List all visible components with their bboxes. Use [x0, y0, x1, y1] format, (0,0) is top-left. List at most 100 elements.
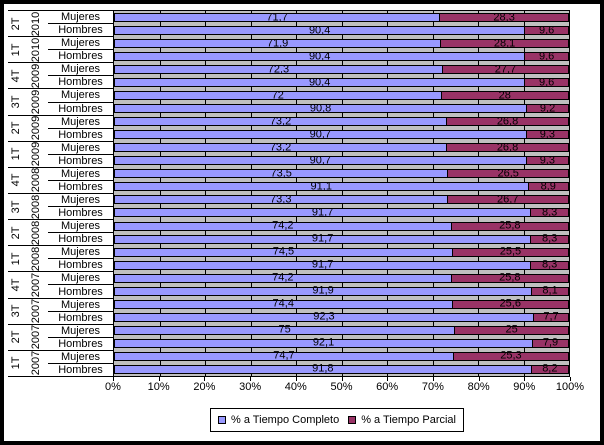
quarter-cell: 1T: [8, 246, 24, 271]
data-label-completo: 74,7: [273, 349, 295, 362]
bar-segment-completo: 73,2: [114, 141, 448, 154]
gender-label: Mujeres: [48, 220, 113, 234]
data-label-parcial: 26,7: [497, 193, 519, 206]
gender-label: Hombres: [58, 285, 103, 298]
legend-label: % a Tiempo Completo: [231, 414, 340, 426]
bar-segment-parcial: 26,7: [446, 193, 569, 206]
year-cell: 2007: [24, 272, 48, 297]
data-label-parcial: 26,5: [497, 167, 519, 180]
data-label-parcial: 28,1: [493, 37, 516, 50]
gender-label: Mujeres: [48, 351, 113, 364]
bar-segment-completo: 90,7: [114, 154, 527, 167]
stacked-bar: 72,3 27,7: [114, 64, 569, 75]
data-label-completo: 73,2: [269, 141, 292, 154]
bar-segment-completo: 72: [114, 90, 442, 101]
bar-segment-parcial: 8,3: [530, 207, 569, 218]
data-label-completo: 90,4: [308, 76, 331, 89]
data-label-parcial: 7,9: [542, 336, 559, 349]
bar-segment-completo: 72,3: [114, 64, 443, 75]
bar-rows: 71,7 28,3 90,4 9,6 71,9 28,1 90,4 9,6 72,3 27,7 90…: [114, 11, 569, 376]
stacked-bar: 74,5 25,5: [114, 245, 569, 258]
year-cell: 2010: [24, 37, 48, 62]
data-label-parcial: 9,6: [539, 76, 555, 89]
quarter-label: 1T: [10, 43, 22, 57]
quarter-label: 4T: [10, 173, 22, 187]
axis-group: 4T 2007 Mujeres Hombres: [8, 272, 113, 299]
bar-row: 90,7 9,3: [114, 154, 569, 167]
data-label-parcial: 9,6: [539, 50, 555, 63]
year-cell: 2008: [24, 246, 48, 271]
gridline: [296, 11, 297, 376]
quarter-cell: 2T: [8, 220, 24, 245]
data-label-completo: 75: [278, 323, 291, 336]
bar-segment-parcial: 28,1: [440, 37, 569, 50]
bar-segment-completo: 74,2: [114, 220, 452, 231]
axis-group: 1T 2009 Mujeres Hombres: [8, 142, 113, 168]
stacked-bar: 91,9 8,1: [114, 284, 569, 297]
bar-segment-parcial: 9,3: [525, 154, 569, 167]
bar-row: 74,5 25,5: [114, 246, 569, 259]
bar-segment-parcial: 9,6: [524, 50, 569, 63]
data-label-completo: 90,4: [308, 24, 331, 37]
quarter-label: 3T: [10, 200, 22, 213]
category-axis: 2T 2010 Mujeres Hombres 1T 2010 Mujeres Hombres…: [8, 10, 113, 377]
bar-segment-completo: 92,3: [114, 310, 534, 323]
year-label: 2009: [30, 115, 42, 141]
data-label-completo: 91,9: [312, 284, 334, 297]
bar-segment-parcial: 9,2: [526, 102, 569, 115]
data-label-parcial: 25,5: [499, 245, 522, 258]
quarter-label: 1T: [10, 252, 22, 266]
data-label-completo: 90,7: [309, 128, 332, 141]
stacked-bar: 71,9 28,1: [114, 37, 569, 50]
year-label: 2008: [30, 220, 42, 245]
quarter-label: 3T: [10, 95, 22, 109]
year-label: 2009: [30, 89, 42, 115]
quarter-cell: 4T: [8, 272, 24, 297]
bar-row: 71,7 28,3: [114, 11, 569, 24]
data-label-completo: 90,8: [309, 102, 332, 115]
data-label-completo: 90,7: [309, 154, 332, 167]
data-label-parcial: 8,1: [542, 284, 558, 297]
gridline: [478, 11, 479, 376]
gridline: [523, 11, 525, 376]
bar-row: 73,3 26,7: [114, 193, 569, 206]
quarter-cell: 3T: [8, 299, 24, 324]
bar-segment-parcial: 26,8: [446, 116, 569, 127]
stacked-bar: 73,3 26,7: [114, 193, 569, 206]
data-label-parcial: 25,6: [499, 297, 521, 310]
bar-row: 90,4 9,6: [114, 24, 569, 37]
legend-marker: [218, 416, 226, 424]
x-tick-label: 20%: [193, 381, 216, 393]
x-tick-mark: [387, 377, 389, 381]
year-label: 2007: [30, 351, 42, 376]
gender-label: Hombres: [58, 76, 103, 89]
bar-segment-parcial: 9,3: [525, 129, 569, 140]
stacked-bar: 74,7 25,3: [114, 349, 569, 362]
bar-segment-completo: 92,1: [114, 337, 534, 348]
bar-segment-completo: 91,7: [114, 233, 532, 244]
data-label-parcial: 9,2: [539, 102, 556, 115]
axis-group: 2T 2008 Mujeres Hombres: [8, 220, 113, 247]
year-label: 2010: [30, 37, 42, 62]
stacked-bar: 90,4 9,6: [114, 24, 569, 37]
quarter-label: 3T: [10, 304, 22, 318]
data-label-parcial: 9,3: [539, 154, 555, 167]
axis-group: 4T 2009 Mujeres Hombres: [8, 63, 113, 90]
quarter-label: 2T: [10, 121, 22, 135]
bar-row: 74,7 25,3: [114, 350, 569, 363]
gender-label: Mujeres: [48, 325, 113, 338]
axis-group: 3T 2009 Mujeres Hombres: [8, 89, 113, 116]
bar-row: 90,4 9,6: [114, 76, 569, 89]
stacked-bar: 92,3 7,7: [114, 310, 569, 323]
bar-segment-parcial: 25,5: [451, 245, 569, 258]
year-label: 2008: [30, 194, 42, 219]
gridline: [387, 11, 388, 376]
gender-label: Hombres: [58, 102, 103, 115]
bar-segment-parcial: 8,1: [531, 284, 569, 297]
bar-segment-parcial: 25,3: [452, 350, 569, 361]
data-label-completo: 92,3: [313, 310, 335, 323]
year-cell: 2009: [24, 89, 48, 114]
data-label-completo: 91,7: [311, 258, 334, 271]
bar-segment-parcial: 7,7: [532, 311, 569, 322]
